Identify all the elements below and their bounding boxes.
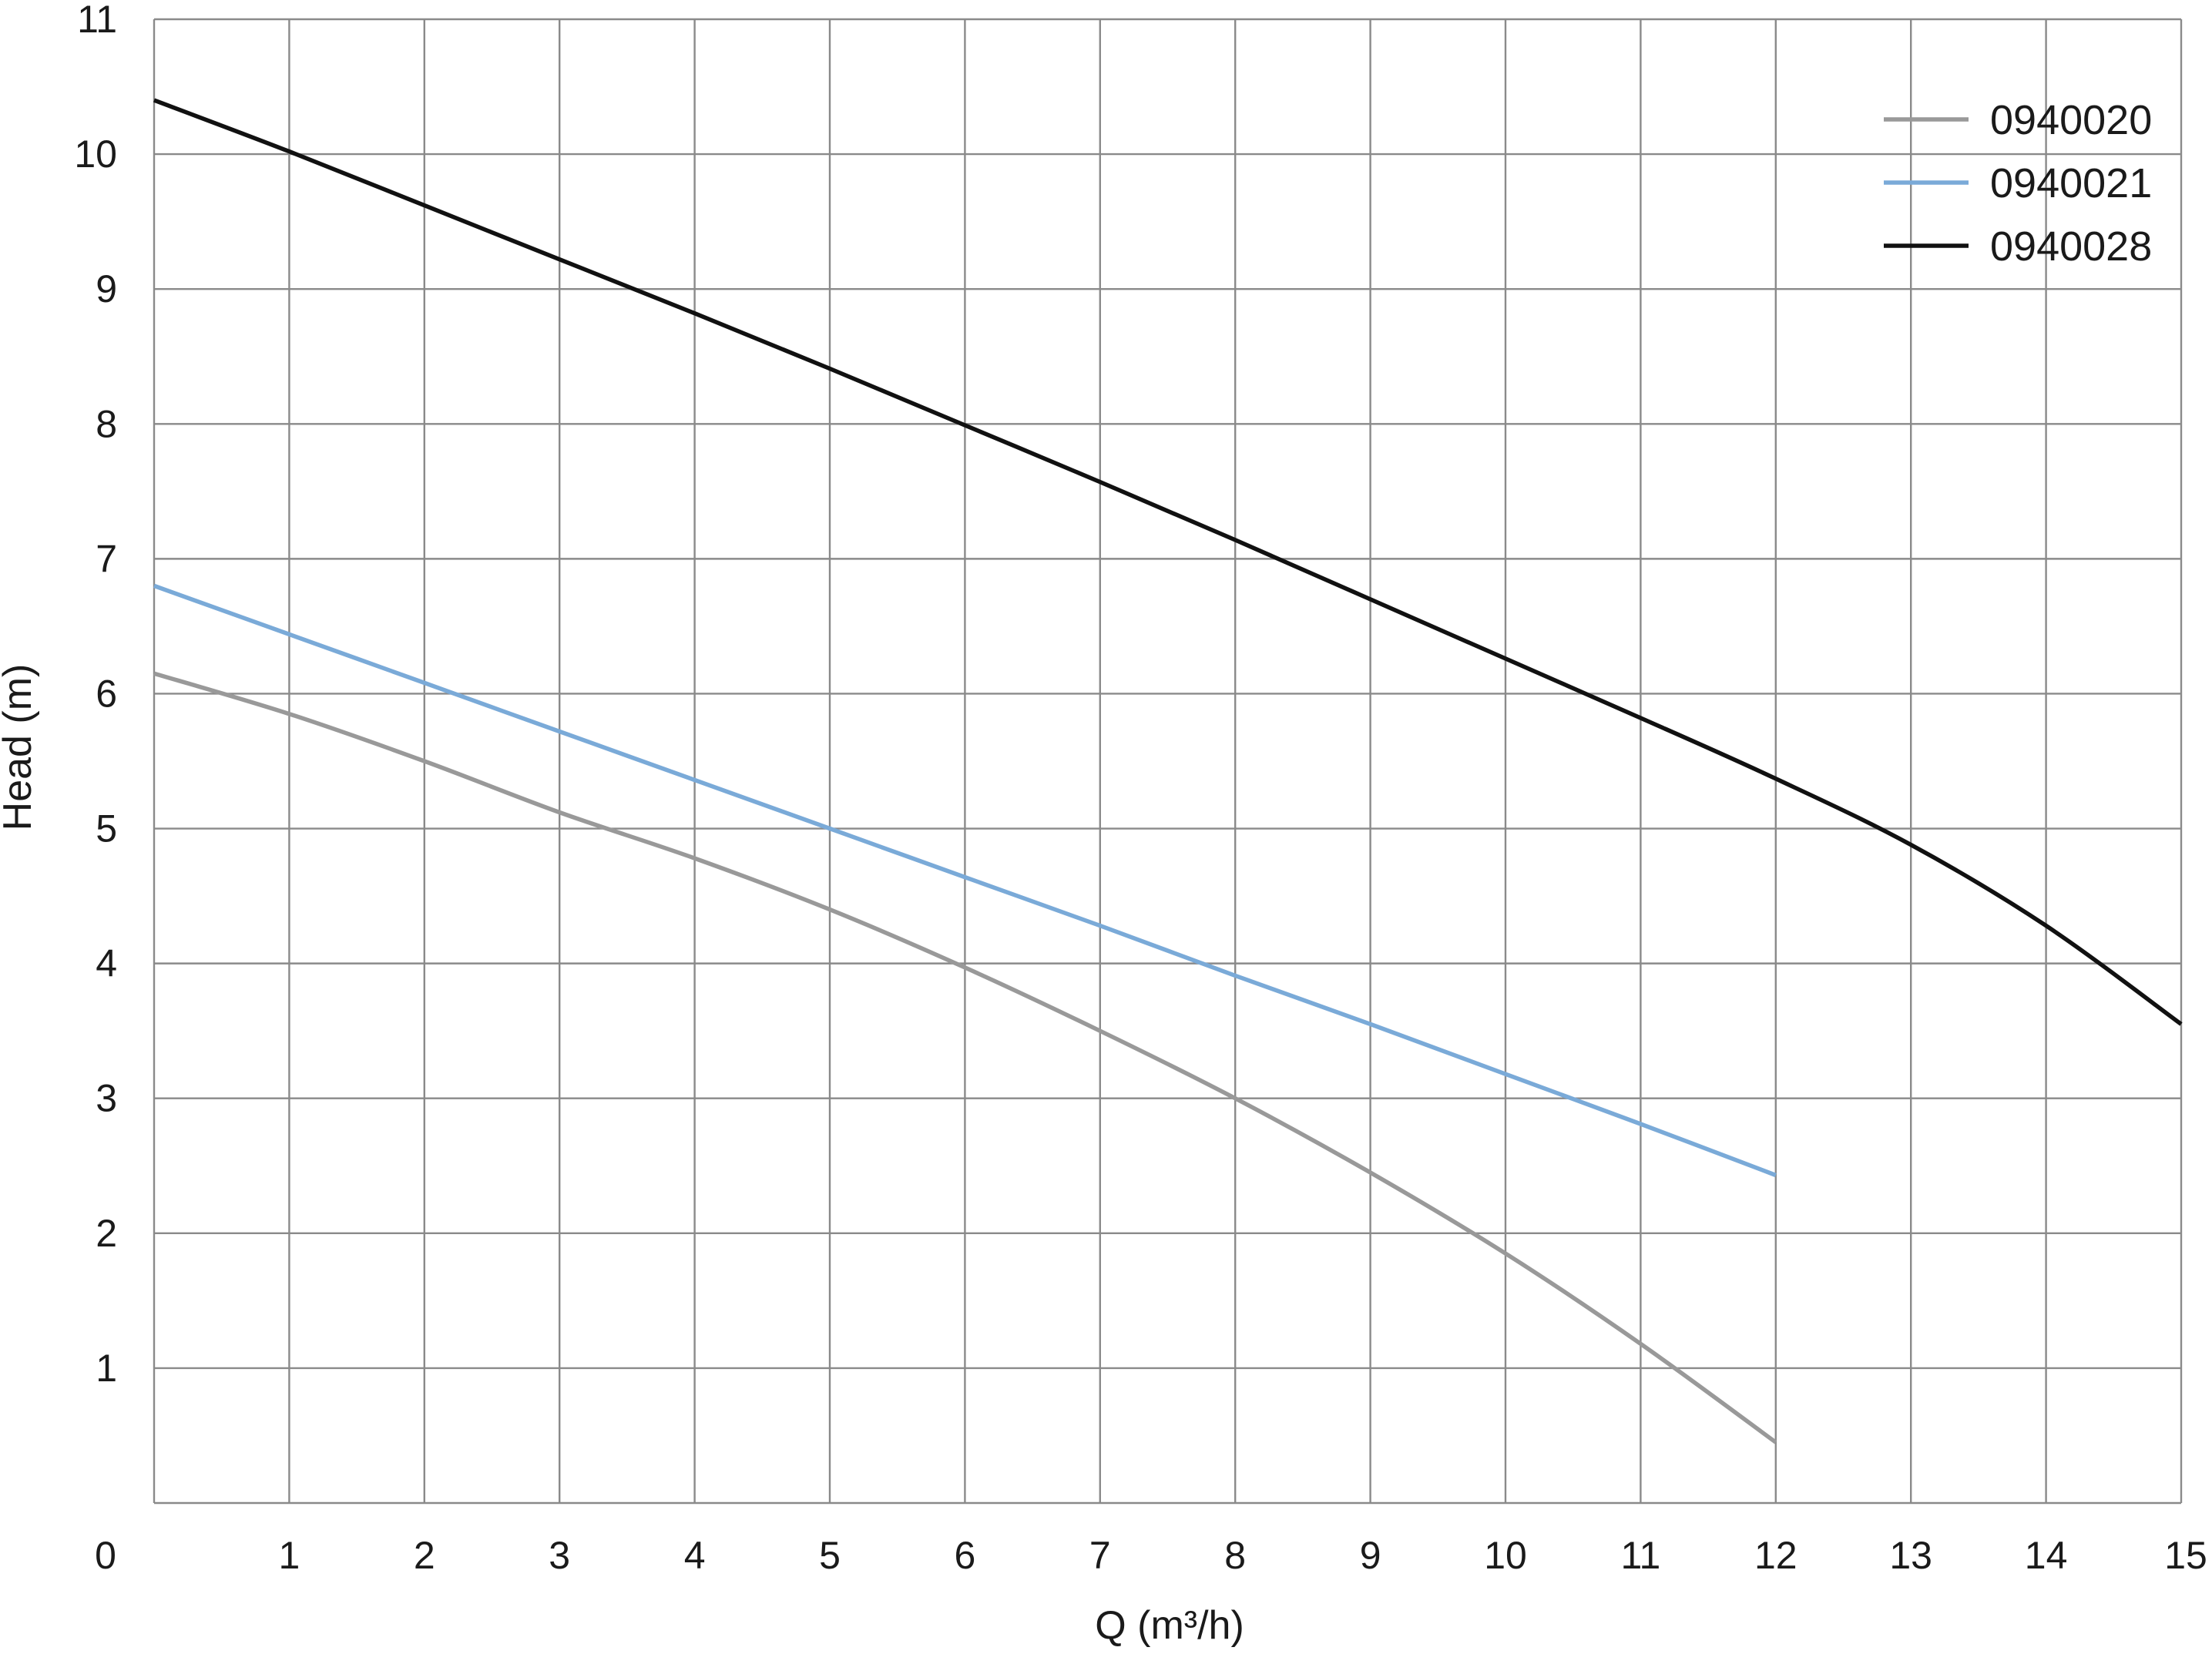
x-tick-label: 10	[1484, 1534, 1527, 1577]
x-tick-label: 3	[549, 1534, 570, 1577]
y-tick-labels: 1 2 3 4 5 6 7 8 9 10 11	[74, 0, 117, 1390]
x-tick-label: 9	[1360, 1534, 1381, 1577]
x-tick-label: 0	[95, 1534, 116, 1577]
series-lines	[153, 98, 2183, 1444]
x-tick-label: 13	[1889, 1534, 1932, 1577]
x-tick-label: 15	[2164, 1534, 2207, 1577]
x-axis-label: Q (m³/h)	[1095, 1603, 1244, 1648]
y-tick-label: 2	[96, 1212, 117, 1255]
x-tick-label: 5	[819, 1534, 841, 1577]
y-tick-label: 10	[74, 133, 117, 176]
x-tick-labels: 0 1 2 3 4 5 6 7 8 9 10 11 12 13 14 15	[95, 1534, 2207, 1577]
x-tick-label: 12	[1754, 1534, 1797, 1577]
x-tick-label: 14	[2025, 1534, 2068, 1577]
grid	[153, 18, 2183, 1505]
y-tick-label: 1	[96, 1347, 117, 1390]
legend: 0940020 0940021 0940028	[1884, 97, 2152, 270]
x-tick-label: 6	[954, 1534, 975, 1577]
x-tick-label: 11	[1620, 1534, 1660, 1577]
legend-label: 0940020	[1990, 97, 2152, 143]
y-axis-label: Head (m)	[0, 664, 40, 831]
legend-label: 0940021	[1990, 160, 2152, 206]
y-tick-label: 8	[96, 402, 117, 445]
series-line-0940021	[153, 583, 1777, 1178]
x-tick-label: 4	[684, 1534, 706, 1577]
legend-label: 0940028	[1990, 223, 2152, 270]
y-tick-label: 9	[96, 267, 117, 310]
x-tick-label: 7	[1089, 1534, 1111, 1577]
x-tick-label: 2	[414, 1534, 435, 1577]
y-tick-label: 6	[96, 672, 117, 715]
y-tick-label: 7	[96, 537, 117, 580]
x-tick-label: 8	[1224, 1534, 1246, 1577]
y-tick-label: 3	[96, 1077, 117, 1120]
y-tick-label: 4	[96, 942, 117, 985]
x-tick-label: 1	[278, 1534, 300, 1577]
y-tick-label: 5	[96, 807, 117, 850]
series-line-0940020	[153, 671, 1777, 1444]
series-line-0940028	[153, 98, 2183, 1026]
y-tick-label: 11	[77, 0, 117, 41]
